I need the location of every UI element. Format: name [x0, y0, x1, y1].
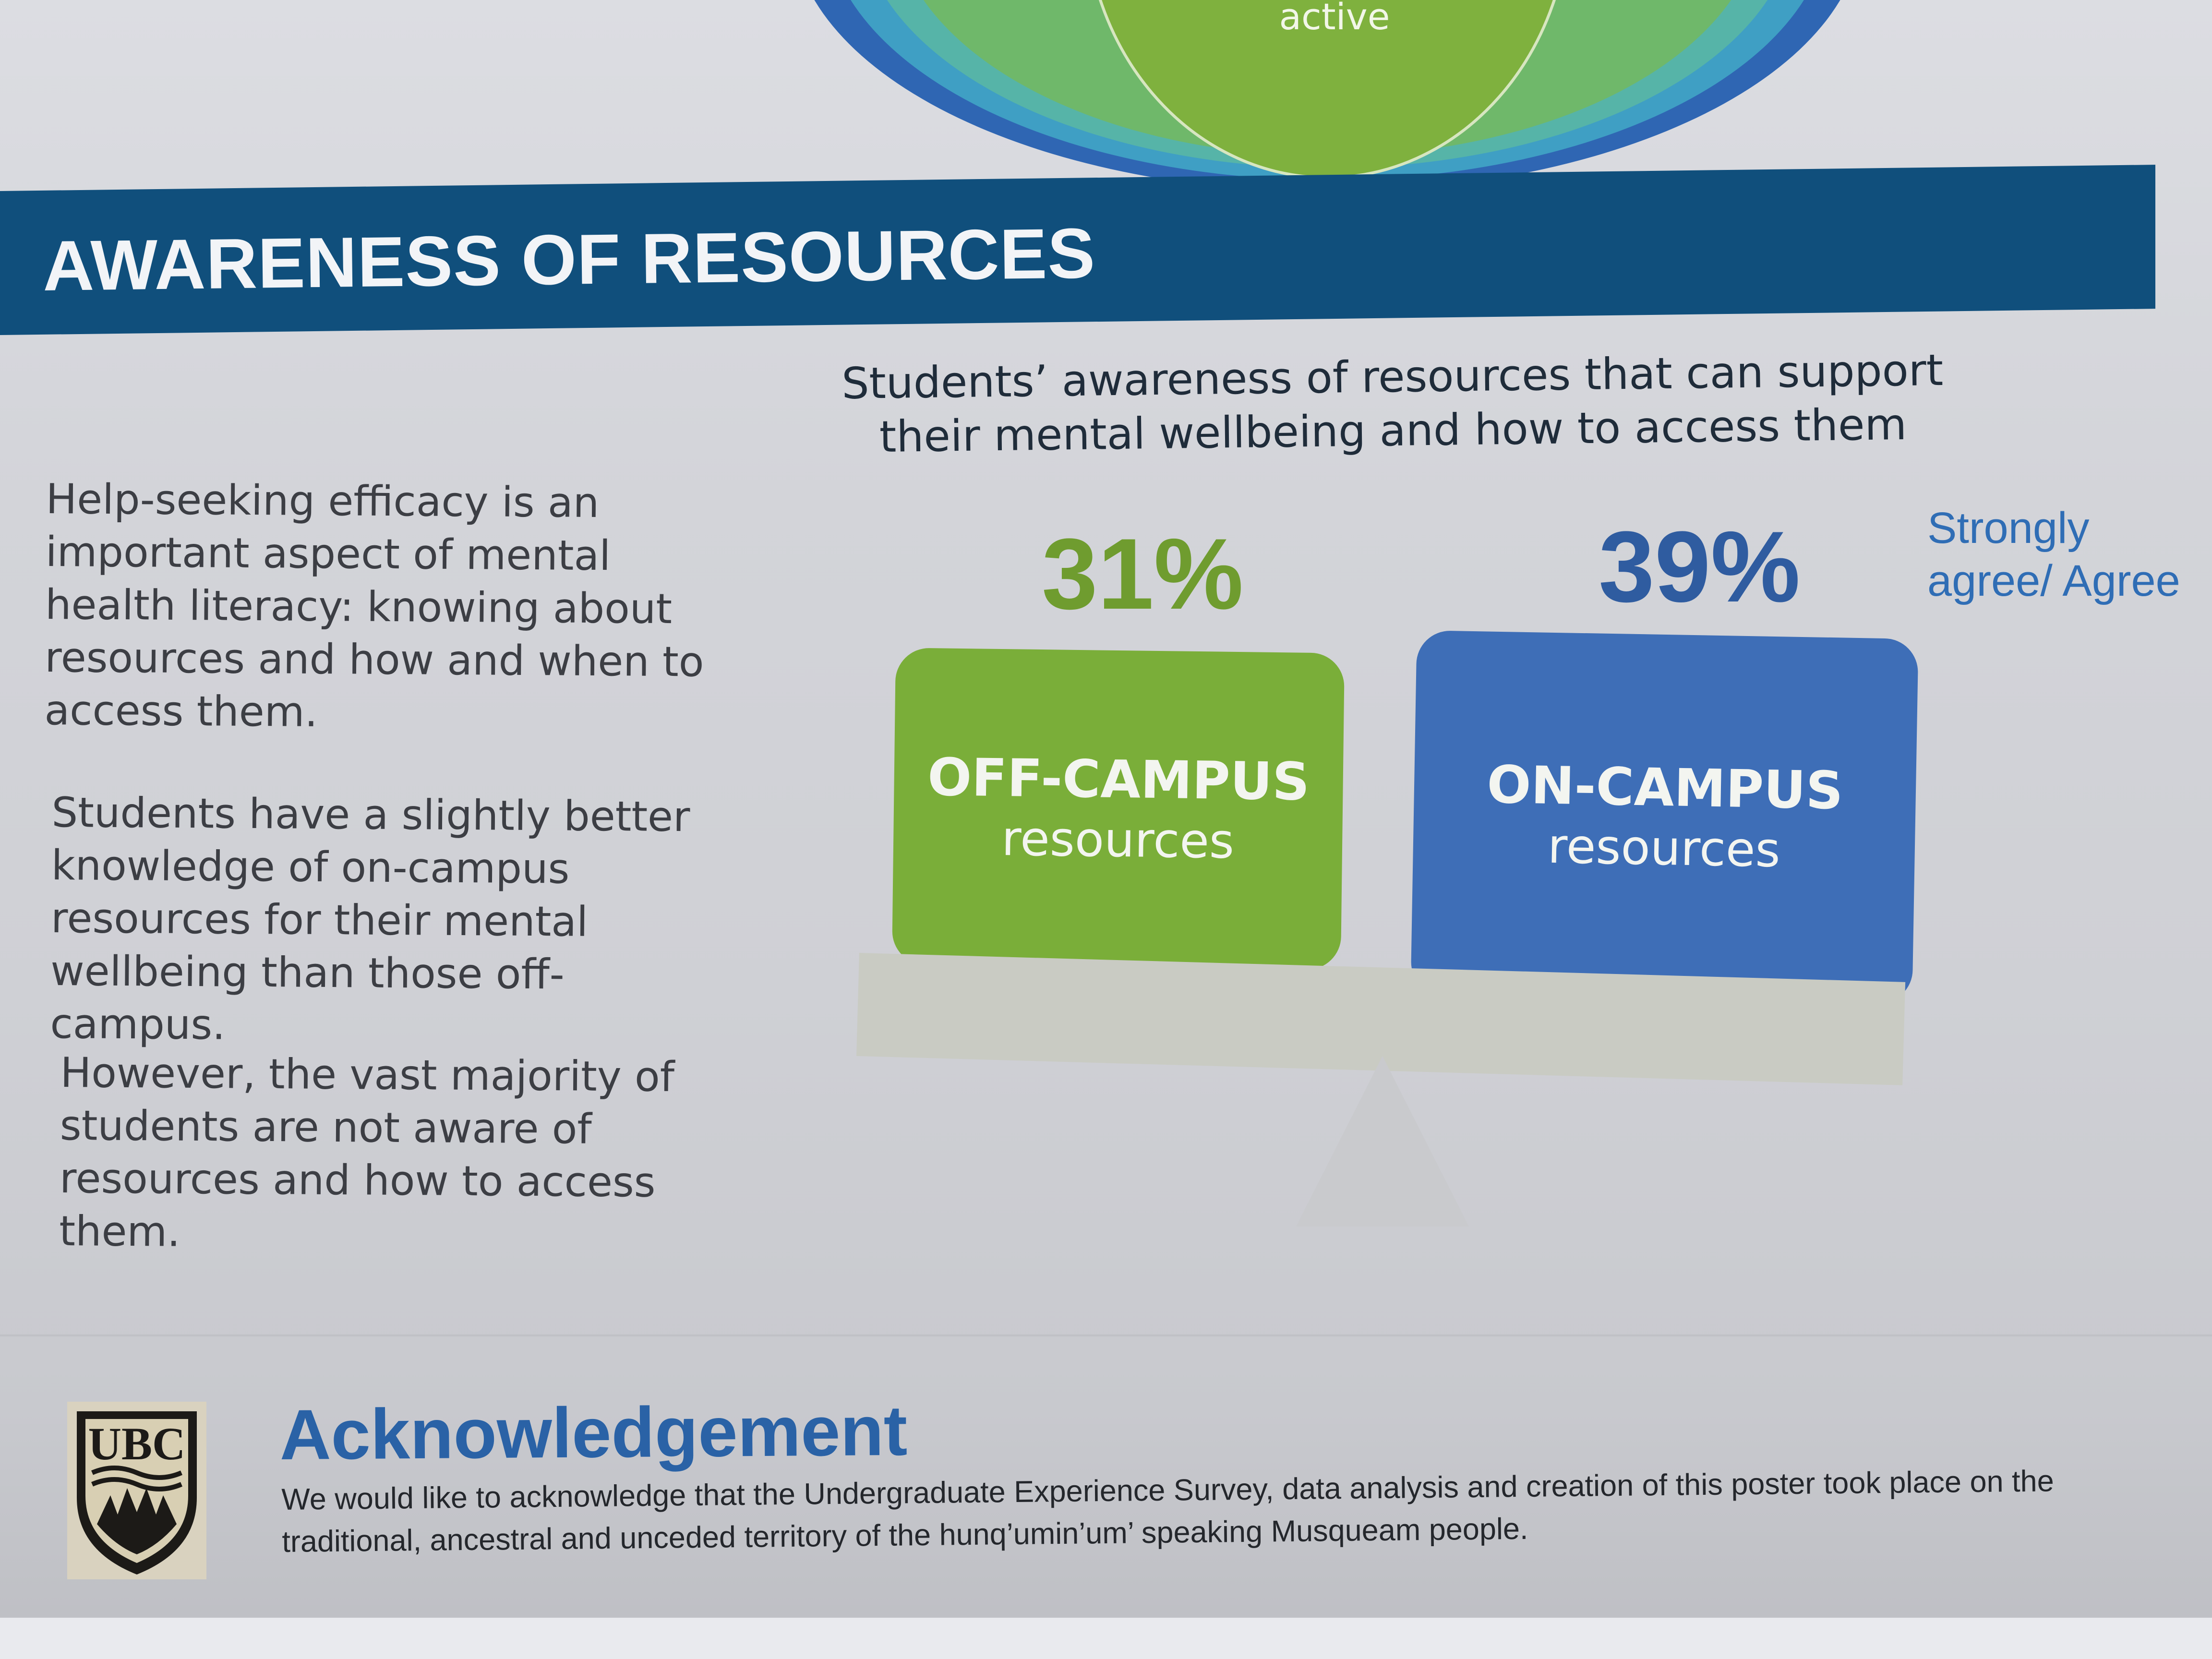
acknowledgement-title: Acknowledgement — [279, 1391, 908, 1475]
paragraph-on-campus-knowledge: Students have a slightly better knowledg… — [50, 788, 690, 1049]
on-campus-percent: 39% — [1599, 510, 1801, 623]
chart-title: Students’ awareness of resources that ca… — [841, 345, 1944, 463]
on-campus-title: ON-CAMPUS — [1486, 755, 1844, 821]
seesaw-fulcrum-icon — [1296, 1056, 1469, 1226]
paragraph-help-seeking: Help-seeking efficacy is an important as… — [44, 475, 704, 736]
on-campus-box: ON-CAMPUS resources — [1410, 630, 1919, 1004]
off-campus-subtitle: resources — [1001, 810, 1235, 869]
circle-label: active — [1279, 0, 1390, 38]
ubc-logo-text: UBC — [88, 1418, 186, 1469]
ubc-crest-icon: UBC — [67, 1402, 206, 1579]
legend-label: Strongly agree/ Agree — [1927, 504, 2180, 605]
off-campus-title: OFF-CAMPUS — [927, 747, 1310, 812]
section-divider — [0, 1334, 2212, 1336]
bottom-edge — [0, 1618, 2212, 1659]
on-campus-subtitle: resources — [1547, 817, 1781, 878]
acknowledgement-text: We would like to acknowledge that the Un… — [281, 1464, 2055, 1559]
section-title: AWARENESS OF RESOURCES — [42, 214, 1096, 306]
paragraph-majority-unaware: However, the vast majority of students a… — [59, 1049, 675, 1256]
off-campus-box: OFF-CAMPUS resources — [892, 648, 1345, 970]
top-concentric-graphic — [814, 0, 1840, 192]
off-campus-percent: 31% — [1042, 517, 1244, 630]
